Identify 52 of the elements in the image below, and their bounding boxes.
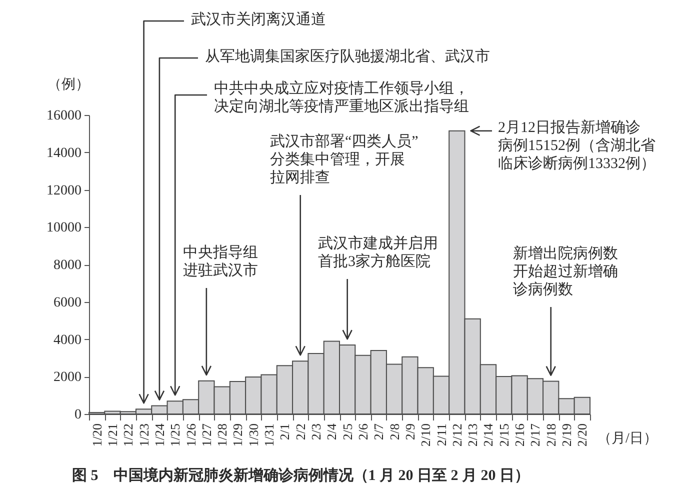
x-tick-label: 1/21	[104, 424, 120, 447]
x-tick-label: 2/3	[308, 424, 324, 440]
x-tick-label: 1/20	[89, 424, 104, 447]
x-tick-label: 1/30	[246, 424, 261, 447]
x-tick-label: 2/20	[574, 424, 590, 447]
annotation: 中央指导组进驻武汉市	[183, 244, 258, 279]
x-tick-label: 2/2	[292, 424, 308, 440]
x-tick-label: 2/8	[386, 424, 402, 440]
x-tick-label: 2/10	[418, 424, 434, 447]
x-tick-label: 1/25	[168, 424, 183, 447]
x-tick-label: 2/1	[277, 424, 292, 440]
annotation: 新增出院病例数开始超过新增确诊病例数	[513, 245, 618, 298]
y-tick-label: 6000	[54, 295, 82, 310]
x-tick-label: 2/15	[496, 424, 512, 447]
y-tick-label: 10000	[46, 220, 82, 236]
x-tick-label: 2/9	[402, 424, 418, 440]
x-tick-label: 2/17	[528, 423, 543, 447]
annotation: 2月12日报告新增确诊病例15152例（含湖北省临床诊断病例13332例）	[498, 119, 656, 172]
x-axis-title: （月/日）	[598, 432, 658, 446]
x-tick-label: 1/31	[262, 424, 277, 447]
x-tick-label: 2/11	[434, 424, 449, 446]
annotation: 从军地调集国家医疗队驰援湖北省、武汉市	[205, 48, 490, 65]
annotation: 武汉市建成并启用首批3家方舱医院	[318, 235, 438, 270]
x-tick-label: 2/6	[355, 423, 370, 440]
x-tick-label: 1/24	[152, 423, 167, 447]
y-tick-label: 0	[74, 408, 82, 422]
annotation: 中共中央成立应对疫情工作领导小组，决定向湖北等疫情严重地区派出指导组	[214, 80, 469, 115]
y-tick-label: 4000	[54, 332, 82, 348]
y-tick-label: 2000	[54, 370, 82, 386]
x-tick-label: 1/28	[214, 424, 230, 447]
y-tick-label: 12000	[46, 183, 82, 198]
x-tick-label: 2/5	[340, 424, 355, 440]
x-tick-label: 2/13	[465, 424, 480, 447]
x-tick-label: 2/12	[449, 424, 464, 447]
x-tick-label: 1/23	[136, 424, 152, 447]
x-tick-label: 1/27	[198, 423, 214, 447]
annotation: 武汉市部署“四类人员”分类集中管理，开展拉网排查	[270, 133, 418, 186]
x-tick-label: 2/16	[512, 423, 528, 447]
x-tick-label: 1/29	[230, 424, 246, 447]
x-tick-label: 2/7	[371, 423, 386, 440]
text: 图 5 中国境内新冠肺炎新增确诊病例情况（1 月 20 日至 2 月 20 日）	[72, 466, 530, 484]
y-tick-label: 8000	[54, 258, 82, 273]
x-tick-label: 1/26	[183, 423, 198, 447]
y-tick-label: 16000	[46, 108, 82, 124]
x-tick-label: 2/19	[559, 424, 574, 447]
y-tick-label: 14000	[46, 146, 82, 161]
y-axis-title: （例）	[48, 76, 90, 92]
x-tick-label: 2/4	[324, 423, 340, 440]
x-tick-label: 1/22	[120, 424, 136, 447]
x-tick-label: 2/18	[543, 424, 558, 447]
x-tick-label: 2/14	[480, 423, 496, 447]
annotation: 武汉市关闭离汉通道	[191, 11, 326, 28]
